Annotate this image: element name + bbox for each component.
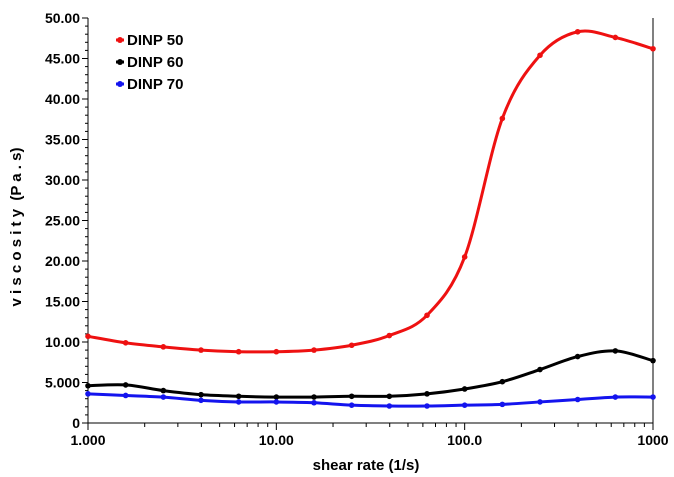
data-point	[612, 34, 619, 41]
y-tick-label: 50.00	[45, 10, 80, 26]
data-point	[273, 394, 280, 400]
y-tick-label: 10.00	[45, 334, 80, 350]
data-point	[160, 394, 167, 400]
data-point	[650, 394, 656, 400]
y-tick-label: 45.00	[45, 51, 80, 67]
data-point	[348, 393, 355, 400]
data-point	[273, 399, 280, 405]
data-point	[574, 353, 581, 360]
data-point	[348, 402, 355, 408]
legend-label: DINP 50	[127, 32, 183, 49]
x-axis-title: shear rate (1/s)	[313, 457, 420, 474]
data-point	[499, 115, 506, 122]
y-tick-label: 0	[72, 415, 80, 431]
y-axis-ticks: 0 5.000 10.00 15.00 20.00 25.00 30.00 35.00 40.0…	[45, 10, 88, 431]
x-tick-label: 100.0	[447, 432, 482, 448]
data-point	[461, 254, 468, 260]
series-line	[87, 349, 654, 399]
x-tick-label: 1.000	[70, 432, 105, 448]
data-point	[650, 45, 656, 52]
data-point	[235, 348, 242, 355]
data-point	[122, 382, 129, 388]
data-point	[612, 348, 619, 354]
data-point	[160, 387, 167, 394]
data-point	[311, 399, 317, 406]
data-point	[198, 347, 204, 353]
y-tick-label: 5.000	[45, 375, 80, 391]
data-point	[650, 357, 656, 364]
data-point	[85, 391, 91, 397]
data-point	[235, 393, 242, 400]
data-point	[311, 347, 317, 353]
y-axis-title: v i s c o s i t y (P a . s)	[8, 148, 25, 307]
data-point	[461, 386, 468, 392]
data-point	[424, 403, 430, 409]
legend-label: DINP 70	[127, 76, 183, 93]
series-3	[85, 391, 656, 409]
data-point	[537, 52, 543, 59]
data-point	[311, 394, 317, 400]
data-point	[461, 402, 468, 408]
data-point	[574, 396, 581, 403]
y-tick-label: 30.00	[45, 172, 80, 188]
data-point	[499, 401, 506, 408]
series-layer	[85, 28, 656, 409]
data-point	[499, 378, 506, 385]
series-1	[85, 28, 656, 355]
data-point	[537, 366, 543, 373]
legend: DINP 50 DINP 60 DINP 70	[116, 32, 183, 93]
data-point	[386, 403, 393, 409]
data-point	[85, 382, 91, 389]
data-point	[612, 394, 619, 400]
series-line	[87, 392, 654, 408]
legend-item: DINP 50	[116, 32, 183, 49]
y-tick-label: 40.00	[45, 91, 80, 107]
y-tick-label: 35.00	[45, 132, 80, 148]
data-point	[85, 333, 91, 340]
data-point	[386, 393, 393, 400]
data-point	[235, 399, 242, 405]
legend-item: DINP 70	[116, 76, 183, 93]
data-point	[348, 342, 355, 349]
data-point	[198, 391, 204, 398]
y-tick-label: 15.00	[45, 294, 80, 310]
y-tick-label: 25.00	[45, 213, 80, 229]
data-point	[424, 312, 430, 319]
x-tick-label: 10.00	[259, 432, 294, 448]
legend-marker	[117, 59, 123, 65]
legend-marker	[117, 81, 123, 87]
data-point	[198, 397, 204, 404]
data-point	[273, 348, 280, 355]
x-tick-label: 1000	[637, 432, 668, 448]
y-tick-label: 20.00	[45, 253, 80, 269]
data-point	[160, 344, 167, 350]
series-2	[85, 348, 656, 400]
data-point	[574, 28, 581, 35]
data-point	[122, 340, 129, 346]
legend-marker	[117, 37, 123, 43]
data-point	[537, 399, 543, 405]
data-point	[386, 332, 393, 339]
legend-label: DINP 60	[127, 54, 183, 71]
data-point	[122, 392, 129, 399]
x-axis-ticks: 1.000 10.00 100.0 1000	[70, 423, 669, 448]
legend-item: DINP 60	[116, 54, 183, 71]
data-point	[424, 391, 430, 397]
